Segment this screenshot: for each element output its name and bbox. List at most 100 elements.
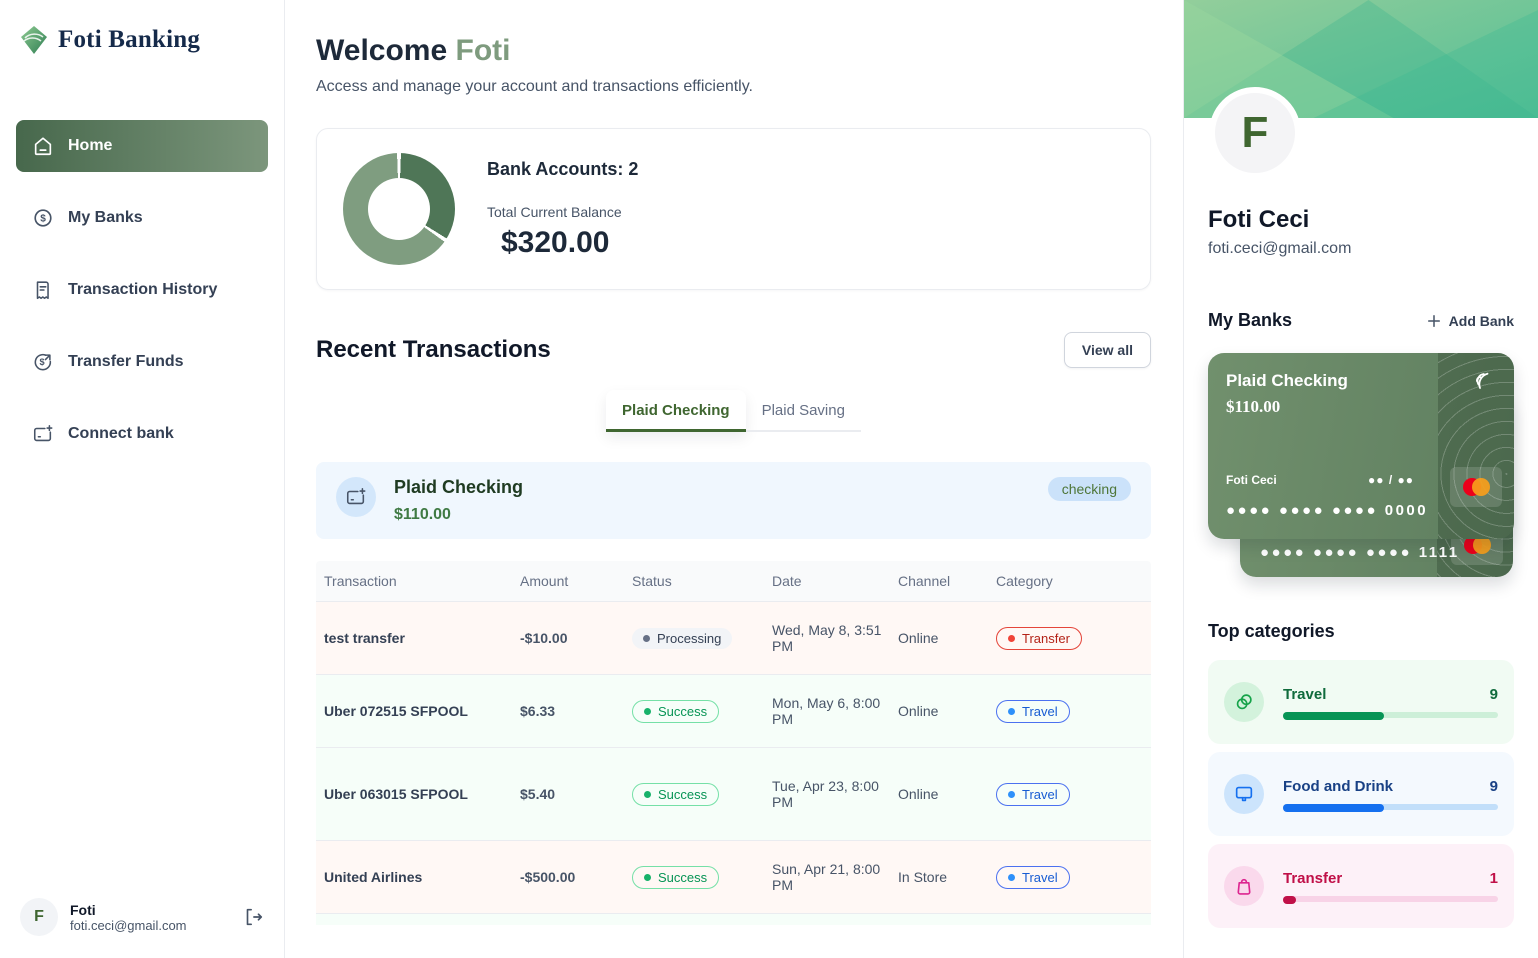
sidebar-item-label: Home	[68, 137, 113, 154]
transaction-channel: Online	[898, 786, 939, 802]
user-name: Foti	[70, 901, 96, 918]
card-holder-name: Foti Ceci	[1226, 473, 1277, 487]
col-category: Category	[996, 573, 1053, 589]
account-summary-banner[interactable]: Plaid Checking $110.00 checking	[316, 462, 1151, 539]
svg-text:$: $	[40, 214, 46, 225]
brand-logo-icon	[18, 24, 50, 56]
category-count: 1	[1489, 870, 1498, 887]
table-row: United Airlines -$500.00 Success Sun, Ap…	[316, 840, 1151, 913]
account-name: Plaid Checking	[394, 477, 524, 497]
bank-card-front[interactable]: Plaid Checking $110.00 Foti Ceci ●● / ●●…	[1208, 353, 1514, 539]
category-progress-track	[1283, 712, 1498, 720]
category-dot-icon	[1008, 634, 1015, 642]
col-date: Date	[772, 573, 802, 589]
main-content: Welcome Foti Access and manage your acco…	[285, 0, 1183, 958]
user-info: Foti foti.ceci@gmail.com	[70, 902, 230, 933]
balance-amount: $320.00	[501, 225, 610, 259]
transaction-amount: -$10.00	[520, 630, 568, 646]
table-row-partial	[316, 913, 1151, 925]
balance-label: Total Current Balance	[487, 203, 622, 220]
col-transaction: Transaction	[324, 573, 397, 589]
transaction-date: Sun, Apr 21, 8:00 PM	[772, 861, 881, 893]
card-pattern-strip	[1438, 353, 1514, 539]
card-plus-icon	[345, 486, 367, 508]
home-icon	[32, 135, 54, 157]
transfer-funds-icon: $	[32, 351, 54, 373]
profile-name: Foti Ceci	[1208, 206, 1310, 233]
card-balance: $110.00	[1226, 397, 1281, 416]
transaction-name: Uber 072515 SFPOOL	[324, 703, 468, 719]
category-badge: Travel	[996, 865, 1070, 889]
profile-email: foti.ceci@gmail.com	[1208, 240, 1352, 257]
category-card-transfer: Transfer 1	[1208, 844, 1514, 928]
category-progress-track	[1283, 804, 1498, 812]
table-row: Uber 063015 SFPOOL $5.40 Success Tue, Ap…	[316, 747, 1151, 840]
sidebar-nav: Home $ My Banks Transaction History $	[16, 120, 268, 460]
sidebar-item-transfer-funds[interactable]: $ Transfer Funds	[16, 336, 268, 388]
balance-donut-chart	[343, 153, 455, 265]
table-header-row: Transaction Amount Status Date Channel C…	[316, 561, 1151, 601]
sidebar-item-my-banks[interactable]: $ My Banks	[16, 192, 268, 244]
category-count: 9	[1489, 686, 1498, 703]
category-label: Transfer	[1283, 870, 1343, 887]
mastercard-icon	[1450, 467, 1502, 507]
sidebar-item-home[interactable]: Home	[16, 120, 268, 172]
left-sidebar: Foti Banking Home $ My Banks Transacti	[0, 0, 285, 958]
status-badge: Processing	[632, 627, 733, 649]
profile-info: Foti Ceci foti.ceci@gmail.com	[1184, 206, 1538, 258]
sidebar-item-label: Transaction History	[68, 281, 218, 298]
tab-plaid-saving[interactable]: Plaid Saving	[745, 390, 861, 432]
category-count: 9	[1489, 778, 1498, 795]
account-type-badge: checking	[1047, 477, 1131, 501]
travel-icon	[1224, 682, 1264, 722]
category-progress-track	[1283, 896, 1498, 904]
transaction-name: test transfer	[324, 630, 405, 646]
category-body: Travel 9	[1283, 686, 1498, 720]
status-dot-icon	[644, 790, 651, 798]
category-progress-fill	[1283, 804, 1385, 812]
shopping-bag-icon	[1224, 866, 1264, 906]
transaction-channel: Online	[898, 703, 939, 719]
status-dot-icon	[644, 707, 651, 715]
category-body: Transfer 1	[1283, 870, 1498, 904]
card-number-masked: ●●●● ●●●● ●●●● 1111	[1260, 544, 1460, 561]
view-all-button[interactable]: View all	[1063, 332, 1151, 368]
col-channel: Channel	[898, 573, 951, 589]
status-dot-icon	[644, 873, 651, 881]
svg-text:$: $	[40, 357, 45, 367]
top-categories-list: Travel 9 Food and Drink 9	[1184, 660, 1538, 928]
bank-accounts-count: Bank Accounts: 2	[487, 158, 639, 179]
status-badge: Success	[632, 699, 720, 723]
top-categories-title: Top categories	[1208, 621, 1335, 641]
card-account-name: Plaid Checking	[1226, 371, 1348, 390]
category-progress-fill	[1283, 896, 1296, 904]
transaction-channel: In Store	[898, 869, 948, 885]
profile-avatar: F	[1209, 87, 1301, 179]
logout-icon[interactable]	[242, 906, 264, 928]
transaction-date: Mon, May 6, 8:00 PM	[772, 695, 881, 727]
status-dot-icon	[643, 634, 650, 642]
category-dot-icon	[1008, 707, 1015, 715]
brand-logo[interactable]: Foti Banking	[16, 24, 268, 56]
user-email: foti.ceci@gmail.com	[70, 917, 187, 933]
tab-plaid-checking[interactable]: Plaid Checking	[606, 390, 746, 432]
category-card-food-and-drink: Food and Drink 9	[1208, 752, 1514, 836]
transaction-channel: Online	[898, 630, 939, 646]
transaction-amount: $6.33	[520, 703, 556, 719]
add-bank-button[interactable]: Add Bank	[1425, 312, 1514, 330]
sidebar-item-label: Transfer Funds	[68, 353, 184, 370]
transaction-amount: $5.40	[520, 786, 556, 802]
account-banner-info: Plaid Checking $110.00	[394, 477, 523, 524]
transaction-date: Wed, May 8, 3:51 PM	[772, 622, 882, 654]
account-balance: $110.00	[394, 506, 451, 523]
total-balance-card: Bank Accounts: 2 Total Current Balance $…	[316, 128, 1151, 290]
sidebar-item-connect-bank[interactable]: Connect bank	[16, 408, 268, 460]
status-badge: Success	[632, 865, 720, 889]
bank-cards-stack: ●●●● ●●●● ●●●● 1111 Plaid Checking $110.…	[1208, 353, 1514, 577]
sidebar-item-transaction-history[interactable]: Transaction History	[16, 264, 268, 316]
col-amount: Amount	[520, 573, 569, 589]
category-dot-icon	[1008, 873, 1015, 881]
category-badge: Travel	[996, 782, 1070, 806]
welcome-username: Foti	[455, 34, 511, 67]
transaction-amount: -$500.00	[520, 869, 576, 885]
